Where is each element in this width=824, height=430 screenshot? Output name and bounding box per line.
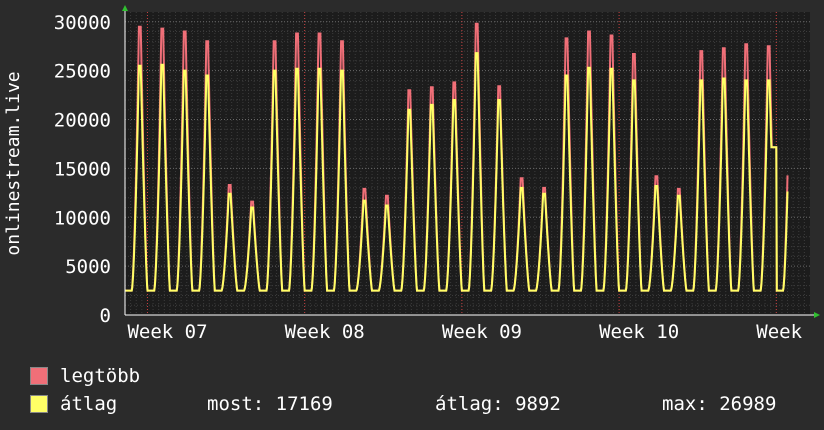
legend-label-avg: átlag [60,393,118,415]
y-tick-label: 15000 [54,158,111,180]
y-tick-label: 10000 [54,207,111,229]
chart-svg: 0 5000 10000 15000 20000 25000 30000 Week 07 Wee… [3,5,820,343]
x-tick-label: Week 08 [285,321,365,343]
x-tick-label: Week 10 [599,321,679,343]
stat-max: max: 26989 [662,393,777,415]
legend: legtöbb átlag most: 17169 átlag: 9892 ma… [30,362,810,418]
stat-now: most: 17169 [207,393,333,415]
y-tick-label: 5000 [65,256,111,278]
y-tick-label: 25000 [54,61,111,83]
legend-swatch-avg [30,395,48,413]
y-tick-label: 30000 [54,12,111,34]
legend-row-max: legtöbb [30,362,810,390]
y-tick-label: 0 [100,305,111,327]
series-atlag-line [125,52,789,292]
x-axis-arrow [814,312,820,318]
x-tick-label: Week [756,321,802,343]
stat-avg: átlag: 9892 [435,393,561,415]
y-axis-arrow [122,5,128,11]
legend-row-avg: átlag most: 17169 átlag: 9892 max: 26989 [30,390,810,418]
x-tick-label: Week 09 [442,321,522,343]
y-axis-label: onlinestream.live [3,71,24,255]
legend-label-max: legtöbb [60,365,141,387]
x-tick-label: Week 07 [127,321,207,343]
y-tick-label: 20000 [54,110,111,132]
legend-swatch-max [30,367,48,385]
